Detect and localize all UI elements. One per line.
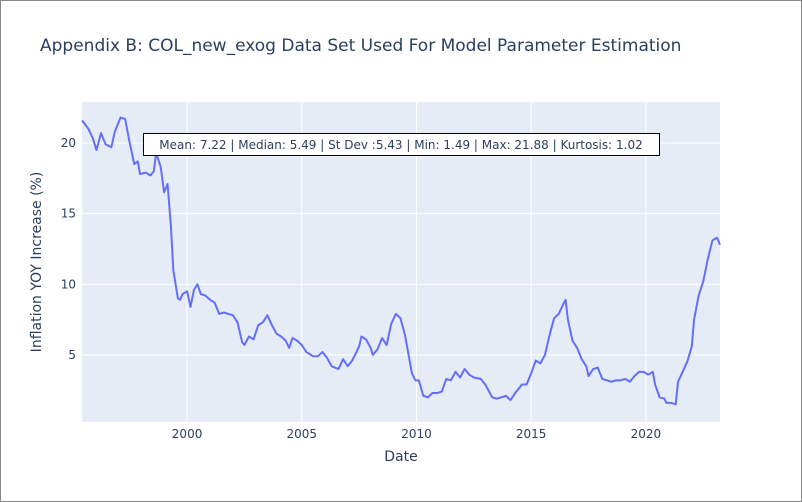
y-tick-label: 5 [68, 348, 76, 362]
y-tick-label: 10 [61, 277, 76, 291]
x-tick-label: 2015 [516, 427, 547, 441]
plot [81, 116, 721, 406]
y-tick-label: 15 [61, 207, 76, 221]
x-tick-label: 2020 [631, 427, 662, 441]
y-tick-label: 20 [61, 136, 76, 150]
data-line [81, 116, 721, 406]
annotation: Mean: 7.22 | Median: 5.49 | St Dev :5.43… [159, 138, 642, 152]
x-tick-label: 2000 [172, 427, 203, 441]
x-tick-label: 2005 [287, 427, 318, 441]
y-axis-title: Inflation YOY Increase (%) [29, 172, 45, 353]
annotation-box [143, 133, 660, 156]
x-axis-title: Date [384, 449, 417, 465]
x-tick-label: 2010 [401, 427, 432, 441]
chart-title: Appendix B: COL_new_exog Data Set Used F… [40, 36, 681, 56]
